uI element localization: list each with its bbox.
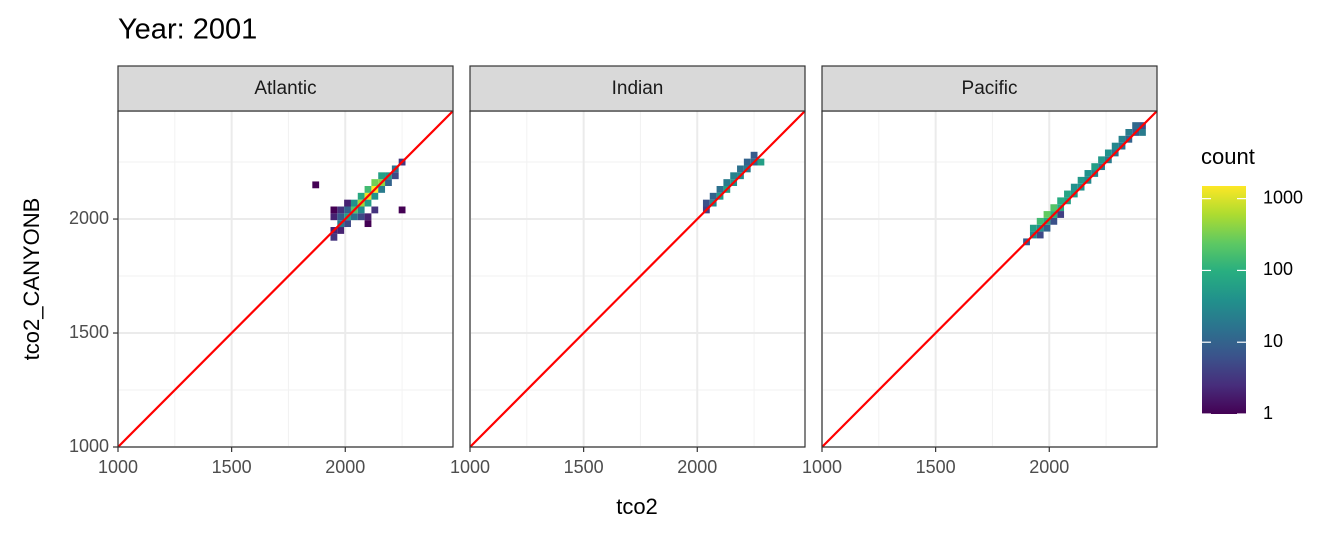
x-tick-label: 2000	[677, 457, 717, 477]
tile	[1036, 217, 1044, 225]
tile	[1050, 217, 1058, 225]
tile	[330, 206, 338, 214]
reference-line	[118, 111, 453, 447]
tile	[344, 199, 351, 207]
tile	[702, 199, 710, 207]
tile	[1036, 231, 1044, 239]
tile	[1064, 190, 1071, 198]
tile	[398, 206, 406, 214]
strip	[469, 65, 806, 112]
tile	[337, 213, 345, 221]
tile	[371, 179, 379, 186]
tile	[364, 199, 372, 207]
tile	[378, 172, 386, 180]
tile	[743, 158, 751, 166]
tile	[1084, 170, 1092, 177]
x-tick-label: 1000	[450, 457, 490, 477]
tile	[737, 165, 744, 173]
x-tick-label: 2000	[1029, 457, 1069, 477]
y-tick-label: 2000	[69, 208, 109, 228]
tile	[371, 192, 379, 200]
tile	[364, 220, 372, 228]
tile	[357, 213, 365, 221]
legend-tick-label: 1000	[1263, 187, 1303, 207]
tile	[1043, 211, 1051, 218]
tile	[1050, 204, 1058, 212]
tile	[330, 213, 338, 221]
tile	[371, 206, 379, 214]
legend-title: count	[1201, 144, 1255, 169]
tile	[709, 192, 717, 200]
legend-tick-label: 100	[1263, 259, 1293, 279]
tile	[1104, 149, 1112, 157]
tile	[350, 213, 358, 221]
reference-line	[822, 111, 1157, 447]
reference-line	[470, 111, 805, 447]
tile	[723, 179, 731, 186]
strip-label: Pacific	[962, 78, 1018, 99]
legend-tick-label: 1	[1263, 403, 1273, 423]
tile	[750, 151, 758, 159]
tile	[1057, 211, 1065, 218]
tile	[364, 213, 372, 221]
x-tick-label: 1000	[802, 457, 842, 477]
tile	[337, 227, 345, 234]
tile	[364, 185, 372, 193]
x-axis-title: tco2	[616, 494, 658, 519]
tile	[1029, 224, 1037, 232]
tile	[1070, 183, 1078, 191]
tile	[1098, 156, 1105, 164]
y-tick-label: 1500	[69, 322, 109, 342]
tile	[1139, 129, 1146, 136]
tile	[385, 179, 392, 186]
tile	[757, 158, 765, 166]
tile	[1057, 197, 1065, 205]
tiles	[822, 111, 1157, 447]
x-tick-label: 1500	[916, 457, 956, 477]
y-tick-label: 1000	[69, 436, 109, 456]
tile	[357, 192, 365, 200]
tile	[730, 172, 738, 180]
tile	[1118, 135, 1126, 143]
tile	[716, 185, 724, 193]
color-bar	[1202, 186, 1246, 414]
tiles	[470, 111, 805, 447]
tile	[330, 233, 338, 241]
strip-label: Indian	[612, 78, 664, 99]
tile	[344, 206, 351, 214]
strip	[821, 65, 1158, 112]
tile	[1043, 224, 1051, 232]
tile	[1111, 142, 1119, 150]
tile	[350, 199, 358, 207]
tile	[378, 185, 386, 193]
tile	[1077, 176, 1085, 184]
legend-tick-label: 10	[1263, 331, 1283, 351]
tiles	[118, 111, 453, 447]
tile	[337, 206, 345, 214]
x-tick-label: 1000	[98, 457, 138, 477]
x-tick-label: 2000	[325, 457, 365, 477]
tile	[344, 220, 351, 228]
tile	[312, 181, 320, 189]
strip	[117, 65, 454, 112]
strip-label: Atlantic	[254, 78, 316, 99]
tile	[357, 206, 365, 214]
tile	[1125, 129, 1133, 136]
x-tick-label: 1500	[212, 457, 252, 477]
x-tick-label: 1500	[564, 457, 604, 477]
chart-title: Year: 2001	[118, 14, 257, 46]
y-axis-title: tco2_CANYONB	[19, 198, 44, 361]
tile	[1091, 163, 1099, 171]
tile	[391, 172, 399, 180]
tile	[1132, 122, 1140, 130]
